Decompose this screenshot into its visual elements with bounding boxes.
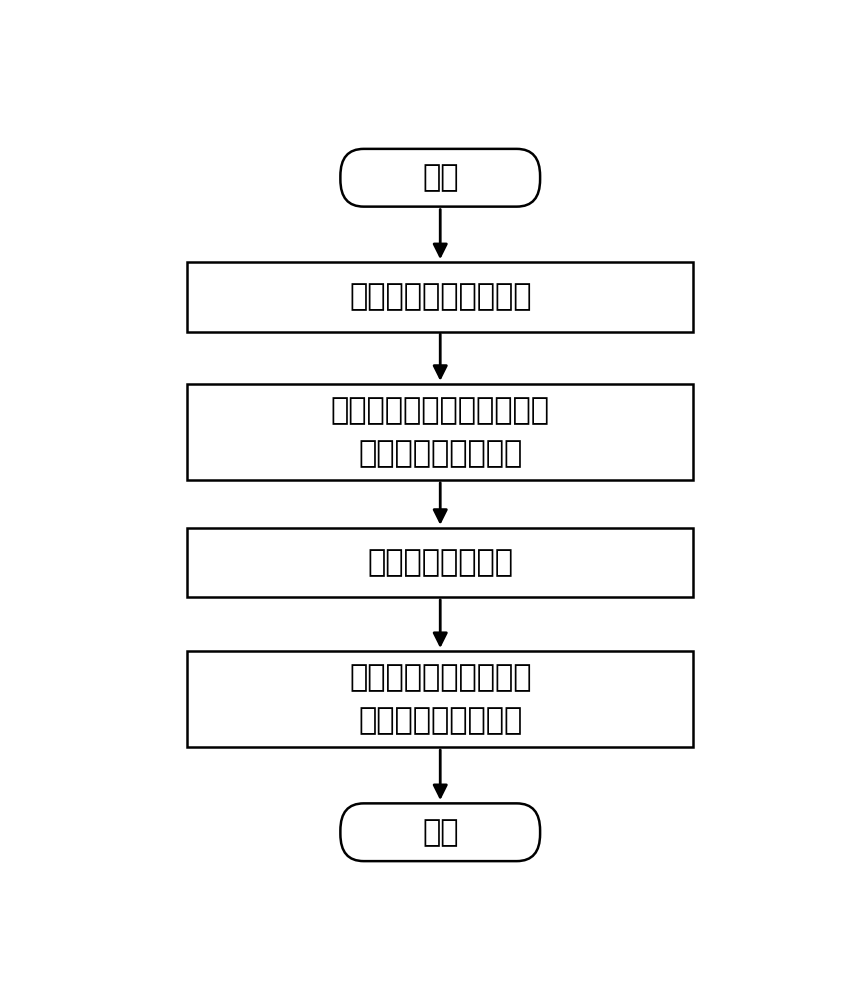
Text: 改进果蝇优化算法求解
加速度计待标定参数: 改进果蝇优化算法求解 加速度计待标定参数	[349, 663, 532, 735]
Text: 开始: 开始	[422, 163, 459, 192]
FancyBboxPatch shape	[187, 384, 693, 480]
FancyBboxPatch shape	[187, 262, 693, 332]
Text: 构建加速度计输出模型: 构建加速度计输出模型	[349, 283, 532, 312]
FancyBboxPatch shape	[340, 149, 540, 207]
FancyBboxPatch shape	[187, 528, 693, 597]
Text: 改进果蝇优化算法: 改进果蝇优化算法	[368, 548, 513, 577]
Text: 建立非线性方程组并转化为
非线性函数优化问题: 建立非线性方程组并转化为 非线性函数优化问题	[331, 396, 550, 468]
Text: 结束: 结束	[422, 818, 459, 847]
FancyBboxPatch shape	[340, 803, 540, 861]
FancyBboxPatch shape	[187, 651, 693, 747]
